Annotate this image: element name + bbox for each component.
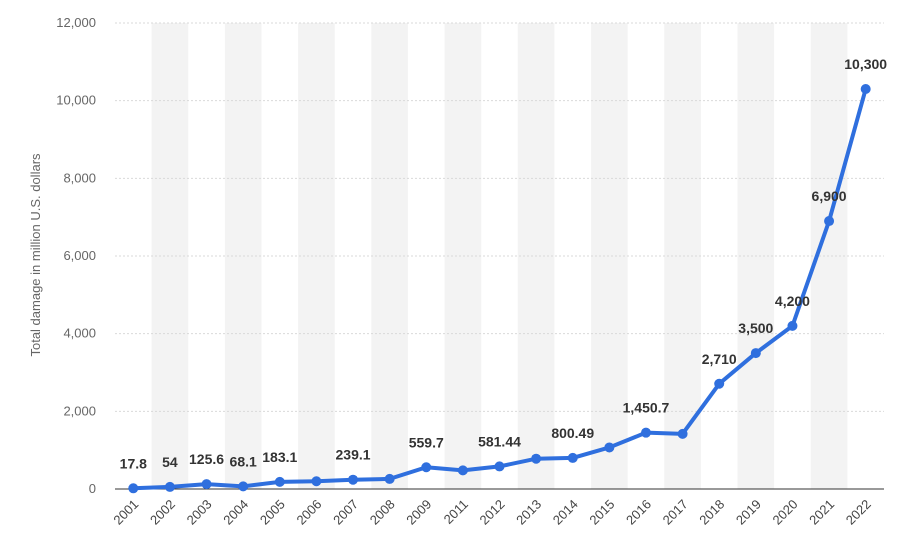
data-point[interactable] <box>787 320 798 331</box>
data-point[interactable] <box>274 476 285 487</box>
data-point[interactable] <box>201 479 212 490</box>
y-tick-label: 8,000 <box>63 170 96 185</box>
data-label: 4,200 <box>775 293 810 309</box>
column-band <box>591 23 628 489</box>
data-point[interactable] <box>311 476 322 487</box>
data-label: 54 <box>162 454 178 470</box>
data-label: 68.1 <box>230 453 257 469</box>
y-tick-label: 12,000 <box>56 15 96 30</box>
data-point[interactable] <box>348 474 359 485</box>
gridlines <box>115 22 884 490</box>
x-tick-label: 2001 <box>110 497 141 528</box>
data-point[interactable] <box>457 465 468 476</box>
x-tick-label: 2018 <box>696 497 727 528</box>
x-tick-label: 2008 <box>367 497 398 528</box>
x-tick-label: 2021 <box>806 497 837 528</box>
x-tick-label: 2013 <box>513 497 544 528</box>
x-tick-label: 2002 <box>147 497 178 528</box>
column-band <box>371 23 408 489</box>
data-point[interactable] <box>714 378 725 389</box>
data-label: 581.44 <box>478 433 521 449</box>
column-band <box>151 23 189 489</box>
data-point[interactable] <box>238 481 249 492</box>
data-label: 10,300 <box>844 56 887 72</box>
data-point[interactable] <box>860 84 871 95</box>
y-tick-label: 2,000 <box>63 403 96 418</box>
series-line-group <box>128 84 871 494</box>
x-tick-label: 2006 <box>293 497 324 528</box>
data-point[interactable] <box>384 473 395 484</box>
y-tick-label: 4,000 <box>63 326 96 341</box>
x-tick-label: 2003 <box>184 497 215 528</box>
x-tick-label: 2005 <box>257 497 288 528</box>
data-label: 6,900 <box>812 188 847 204</box>
data-point[interactable] <box>677 428 688 439</box>
x-tick-label: 2017 <box>660 497 691 528</box>
x-tick-label: 2016 <box>623 497 654 528</box>
x-tick-label: 2004 <box>220 497 251 528</box>
x-tick-label: 2020 <box>770 497 801 528</box>
x-tick-label: 2022 <box>843 497 874 528</box>
data-label: 2,710 <box>702 351 737 367</box>
data-label: 800.49 <box>551 425 594 441</box>
data-point[interactable] <box>640 427 651 438</box>
y-axis-title: Total damage in million U.S. dollars <box>28 153 43 357</box>
y-tick-label: 6,000 <box>63 248 96 263</box>
data-label: 3,500 <box>738 320 773 336</box>
column-band <box>664 23 701 489</box>
y-tick-label: 0 <box>89 481 96 496</box>
data-point[interactable] <box>531 453 542 464</box>
data-point[interactable] <box>494 461 505 472</box>
x-axis-ticks: 2001 2002 2003 2004 2005 2006 2007 2008 2009 2011… <box>110 497 873 528</box>
data-point[interactable] <box>824 216 835 227</box>
data-label: 559.7 <box>409 434 444 450</box>
x-tick-label: 2007 <box>330 497 361 528</box>
x-tick-label: 2019 <box>733 497 764 528</box>
x-tick-label: 2012 <box>477 497 508 528</box>
data-label: 1,450.7 <box>623 400 670 416</box>
data-labels: 17.8 54 125.6 68.1 183.1 239.1 559.7 581.44 800.… <box>120 56 888 471</box>
x-tick-label: 2015 <box>586 497 617 528</box>
x-tick-label: 2009 <box>403 497 434 528</box>
data-label: 125.6 <box>189 451 224 467</box>
data-point[interactable] <box>604 442 615 453</box>
data-point[interactable] <box>567 452 578 463</box>
data-point[interactable] <box>750 348 761 359</box>
y-tick-label: 10,000 <box>56 93 96 108</box>
data-point[interactable] <box>164 481 175 492</box>
y-axis-ticks: 0 2,000 4,000 6,000 8,000 10,000 12,000 <box>56 15 96 496</box>
data-label: 183.1 <box>262 449 297 465</box>
x-tick-label: 2014 <box>550 497 581 528</box>
data-point[interactable] <box>421 462 432 473</box>
x-tick-label: 2011 <box>441 497 471 527</box>
data-label: 17.8 <box>120 455 147 471</box>
data-label: 239.1 <box>336 447 371 463</box>
data-point[interactable] <box>128 483 139 494</box>
